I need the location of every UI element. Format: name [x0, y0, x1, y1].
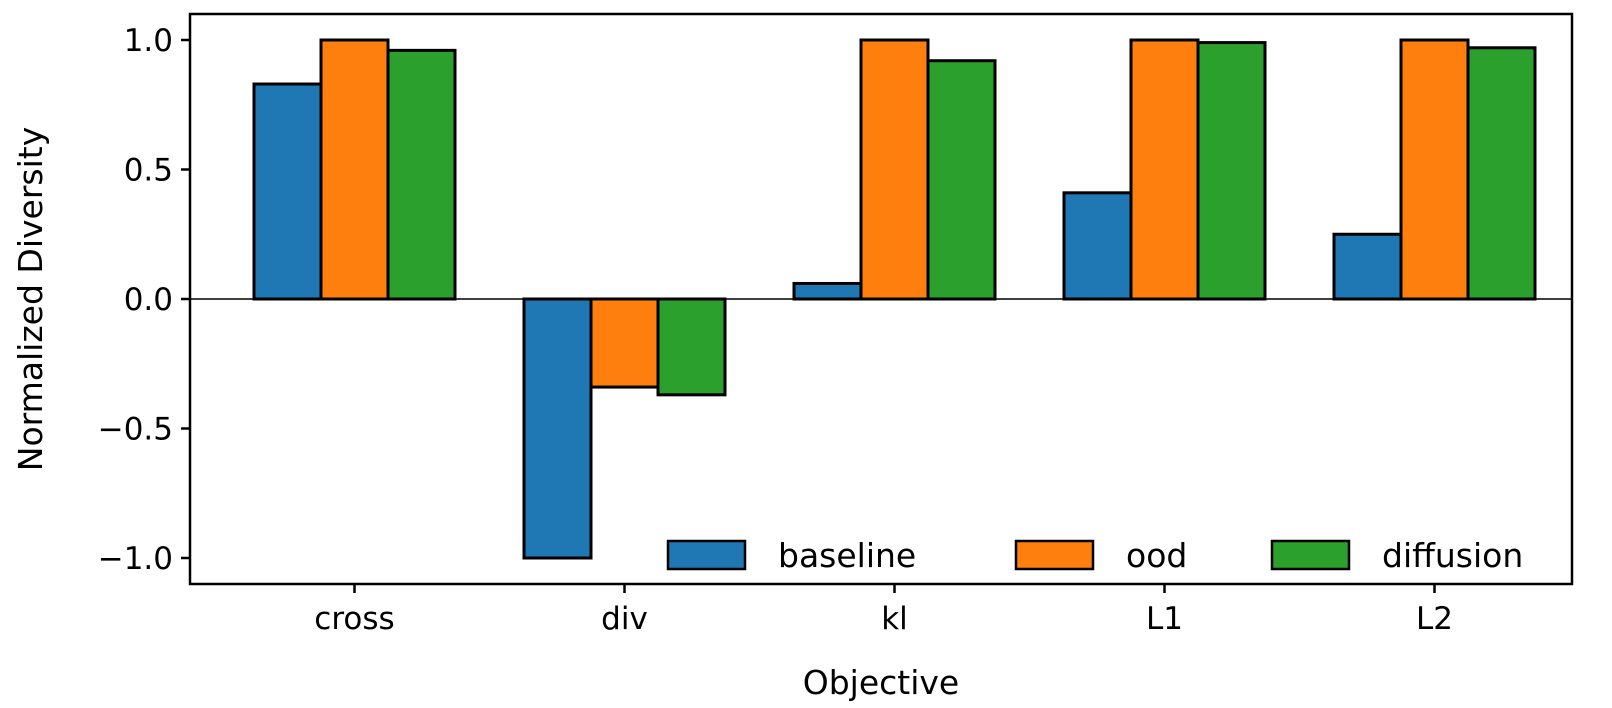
x-tick-label-div: div [601, 601, 648, 637]
y-axis: 1.0 0.5 0.0 −0.5 −1.0 [98, 23, 190, 577]
bar-diffusion-L2 [1466, 46, 1537, 301]
bar-ood-kl [859, 38, 930, 301]
x-tick-label-cross: cross [314, 601, 394, 637]
x-tick-label-L2: L2 [1416, 601, 1453, 637]
bar-ood-cross [319, 38, 390, 301]
y-tick-label: 1.0 [124, 23, 173, 59]
x-axis-title: Objective [803, 663, 959, 702]
legend-swatch-diffusion [1270, 539, 1351, 571]
y-tick-label: −0.5 [98, 412, 173, 448]
bar-diffusion-L1 [1196, 41, 1267, 301]
legend-label-baseline: baseline [778, 536, 916, 575]
x-tick-label-kl: kl [881, 601, 908, 637]
bar-diffusion-div [656, 297, 727, 397]
x-tick-label-L1: L1 [1146, 601, 1183, 637]
legend: baseline ood diffusion [666, 536, 1523, 575]
bar-baseline-cross [252, 82, 323, 301]
bar-baseline-L1 [1062, 191, 1133, 301]
bar-baseline-L2 [1332, 232, 1403, 301]
bar-ood-div [589, 297, 660, 389]
legend-label-diffusion: diffusion [1382, 536, 1523, 575]
bar-ood-L2 [1399, 38, 1470, 301]
y-tick-label: 0.0 [124, 282, 173, 318]
bars-layer [252, 38, 1537, 560]
legend-swatch-ood [1014, 539, 1095, 571]
x-axis: cross div kl L1 L2 [314, 584, 1453, 637]
legend-label-ood: ood [1126, 536, 1187, 575]
bar-baseline-kl [792, 281, 863, 301]
y-tick-label: 0.5 [124, 153, 173, 189]
y-tick-label: −1.0 [98, 541, 173, 577]
legend-swatch-baseline [666, 539, 747, 571]
bar-diffusion-kl [926, 59, 997, 301]
y-axis-title: Normalized Diversity [11, 127, 50, 471]
bar-ood-L1 [1129, 38, 1200, 301]
bar-baseline-div [522, 297, 593, 560]
bar-diffusion-cross [386, 48, 457, 301]
